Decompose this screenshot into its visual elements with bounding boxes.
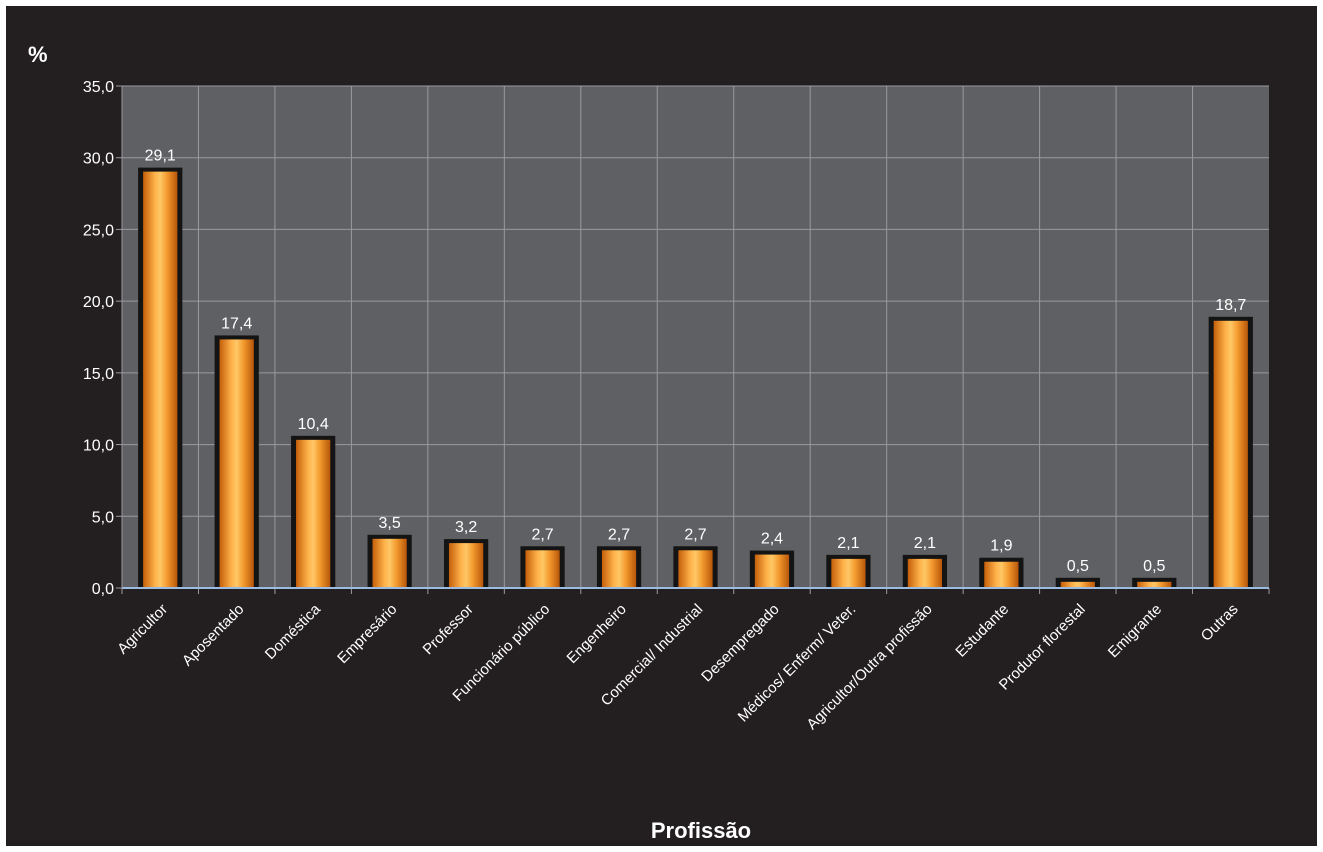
data-label: 0,5	[1067, 558, 1089, 575]
data-label: 1,9	[990, 538, 1012, 555]
bar	[525, 550, 560, 588]
bar	[219, 339, 254, 588]
data-label: 2,4	[761, 531, 783, 548]
bar	[1137, 581, 1172, 588]
bar	[296, 439, 331, 588]
y-tick-label: 25,0	[83, 222, 114, 239]
y-tick-label: 30,0	[83, 151, 114, 168]
bar	[678, 550, 713, 588]
bar	[1060, 581, 1095, 588]
bar	[831, 558, 866, 588]
data-label: 2,1	[914, 535, 936, 552]
data-label: 2,7	[684, 526, 706, 543]
bar	[143, 171, 178, 588]
y-tick-label: 0,0	[92, 581, 114, 598]
y-tick-label: 15,0	[83, 366, 114, 383]
y-tick-label: 35,0	[83, 79, 114, 96]
category-label: Doméstica	[262, 600, 325, 663]
data-label: 3,2	[455, 519, 477, 536]
category-label: Outras	[1198, 601, 1242, 645]
category-label: Agricultor/Outra profissão	[803, 601, 935, 733]
category-label: Desempregado	[698, 601, 783, 686]
data-label: 2,1	[837, 535, 859, 552]
category-label: Professor	[420, 601, 477, 658]
data-label: 2,7	[608, 526, 630, 543]
data-label: 18,7	[1215, 297, 1246, 314]
y-tick-label: 10,0	[83, 438, 114, 455]
category-label: Aposentado	[179, 601, 248, 670]
y-tick-labels: 0,0 5,0 10,0 15,0 20,0 25,0 30,0 35,0	[83, 79, 114, 598]
category-label: Empresário	[334, 601, 400, 667]
data-label: 17,4	[221, 315, 252, 332]
x-axis-title: Profissão	[651, 818, 751, 843]
bar	[448, 543, 484, 588]
y-tick-label: 20,0	[83, 294, 114, 311]
data-label: 29,1	[145, 148, 176, 165]
bar	[372, 538, 407, 588]
category-label: Emigrante	[1105, 601, 1165, 661]
bar	[601, 550, 637, 588]
bar	[754, 554, 790, 588]
data-label: 0,5	[1143, 558, 1165, 575]
data-labels: 29,1 17,4 10,4 3,5 3,2 2,7 2,7 2,7 2,4 2,1 2,1 1,9 0…	[145, 148, 1247, 575]
gridlines	[116, 85, 1270, 594]
bar	[1213, 320, 1248, 588]
bars	[138, 167, 1253, 588]
x-tick-labels: Agricultor Aposentado Doméstica Empresário P…	[114, 600, 1241, 733]
data-label: 2,7	[531, 526, 553, 543]
bar	[984, 561, 1019, 588]
y-tick-label: 5,0	[92, 509, 114, 526]
bar	[907, 558, 943, 588]
category-label: Agricultor	[114, 601, 171, 658]
category-label: Estudante	[952, 601, 1012, 661]
data-label: 10,4	[298, 416, 329, 433]
category-label: Engenheiro	[564, 601, 630, 667]
data-label: 3,5	[379, 515, 401, 532]
y-axis-title: %	[28, 42, 48, 67]
